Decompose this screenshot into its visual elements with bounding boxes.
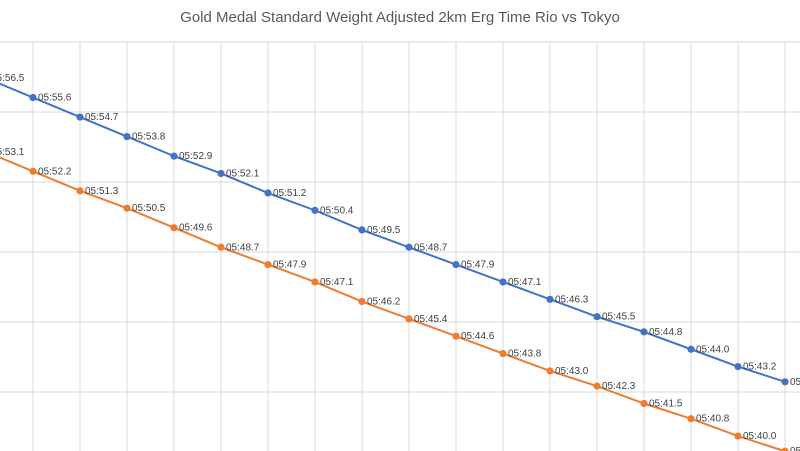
data-point — [358, 226, 366, 234]
data-label: 05:51.2 — [273, 188, 307, 199]
gridlines — [0, 41, 800, 451]
data-label: 05:49.5 — [367, 225, 401, 236]
data-label: 05:50.5 — [132, 203, 166, 214]
data-point — [358, 297, 366, 306]
data-point — [29, 93, 37, 102]
data-label: 05:44.6 — [461, 331, 495, 342]
data-label: 05:55.6 — [38, 93, 72, 104]
data-label: 05:42.3 — [602, 381, 636, 392]
data-point — [734, 432, 742, 440]
data-label: 05:48.7 — [414, 242, 448, 253]
data-point — [781, 447, 789, 451]
series-line — [0, 82, 786, 383]
data-label: 05:44.8 — [649, 327, 683, 338]
data-point — [452, 332, 460, 340]
data-label: 05:42.5 — [790, 377, 800, 388]
series-line — [0, 156, 786, 451]
data-label: 05:54.7 — [85, 112, 119, 123]
data-point — [264, 189, 272, 197]
data-point — [734, 363, 742, 371]
data-point — [170, 224, 178, 232]
data-point — [405, 243, 413, 251]
data-label: 05:45.4 — [414, 314, 448, 325]
data-point — [593, 313, 601, 321]
data-point — [640, 399, 648, 408]
data-label: 05:48.7 — [226, 242, 260, 253]
data-point — [781, 378, 789, 386]
data-label: 05:41.5 — [649, 399, 683, 410]
data-label: 05:47.9 — [461, 260, 495, 271]
data-point — [123, 204, 131, 212]
data-label: 05:46.3 — [555, 294, 589, 305]
data-label: 05:52.1 — [226, 168, 260, 179]
data-point — [170, 152, 178, 160]
data-label: 05:51.3 — [85, 186, 119, 197]
data-point — [640, 328, 648, 336]
data-label: 05:47.1 — [508, 277, 542, 288]
data-point — [687, 415, 695, 423]
data-point — [452, 261, 460, 269]
data-label: 05:45.5 — [602, 312, 636, 323]
data-label: 05:43.0 — [555, 366, 589, 377]
data-point — [499, 278, 507, 286]
data-point — [76, 187, 84, 195]
data-point — [546, 367, 554, 375]
data-point — [311, 206, 319, 214]
data-point — [546, 295, 554, 303]
data-label: 05:53.1 — [0, 147, 25, 158]
data-label: 05:46.2 — [367, 297, 401, 308]
data-point — [405, 315, 413, 323]
data-label: 05:43.8 — [508, 349, 542, 360]
data-point — [29, 167, 37, 175]
data-label: 05:50.4 — [320, 205, 354, 216]
data-label: 05:47.1 — [320, 277, 354, 288]
data-label: 05:56.5 — [0, 73, 25, 84]
data-point — [76, 113, 84, 121]
data-point — [264, 261, 272, 269]
data-label: 05:49.6 — [179, 223, 213, 234]
data-label: 05:39.3 — [790, 446, 800, 451]
data-point — [687, 345, 695, 353]
data-label: 05:43.2 — [743, 362, 777, 373]
data-point — [123, 132, 131, 141]
data-point — [217, 243, 225, 251]
data-point — [217, 169, 225, 178]
chart-title: Gold Medal Standard Weight Adjusted 2km … — [180, 9, 620, 26]
data-label: 05:40.0 — [743, 431, 777, 442]
data-label: 05:52.9 — [179, 151, 213, 162]
data-point — [311, 278, 319, 286]
series-2: 05:53.1 05:52.2 05:51.3 05:50.5 05:49.6 05:48… — [0, 147, 800, 451]
data-point — [593, 382, 601, 390]
data-label: 05:53.8 — [132, 132, 166, 143]
data-label: 05:40.8 — [696, 414, 730, 425]
data-label: 05:47.9 — [273, 260, 307, 271]
data-point — [499, 349, 507, 358]
data-label: 05:52.2 — [38, 166, 72, 177]
data-label: 05:44.0 — [696, 344, 730, 355]
series-1: 05:56.5 05:55.6 05:54.7 05:53.8 05:52.9 05:52… — [0, 73, 800, 388]
